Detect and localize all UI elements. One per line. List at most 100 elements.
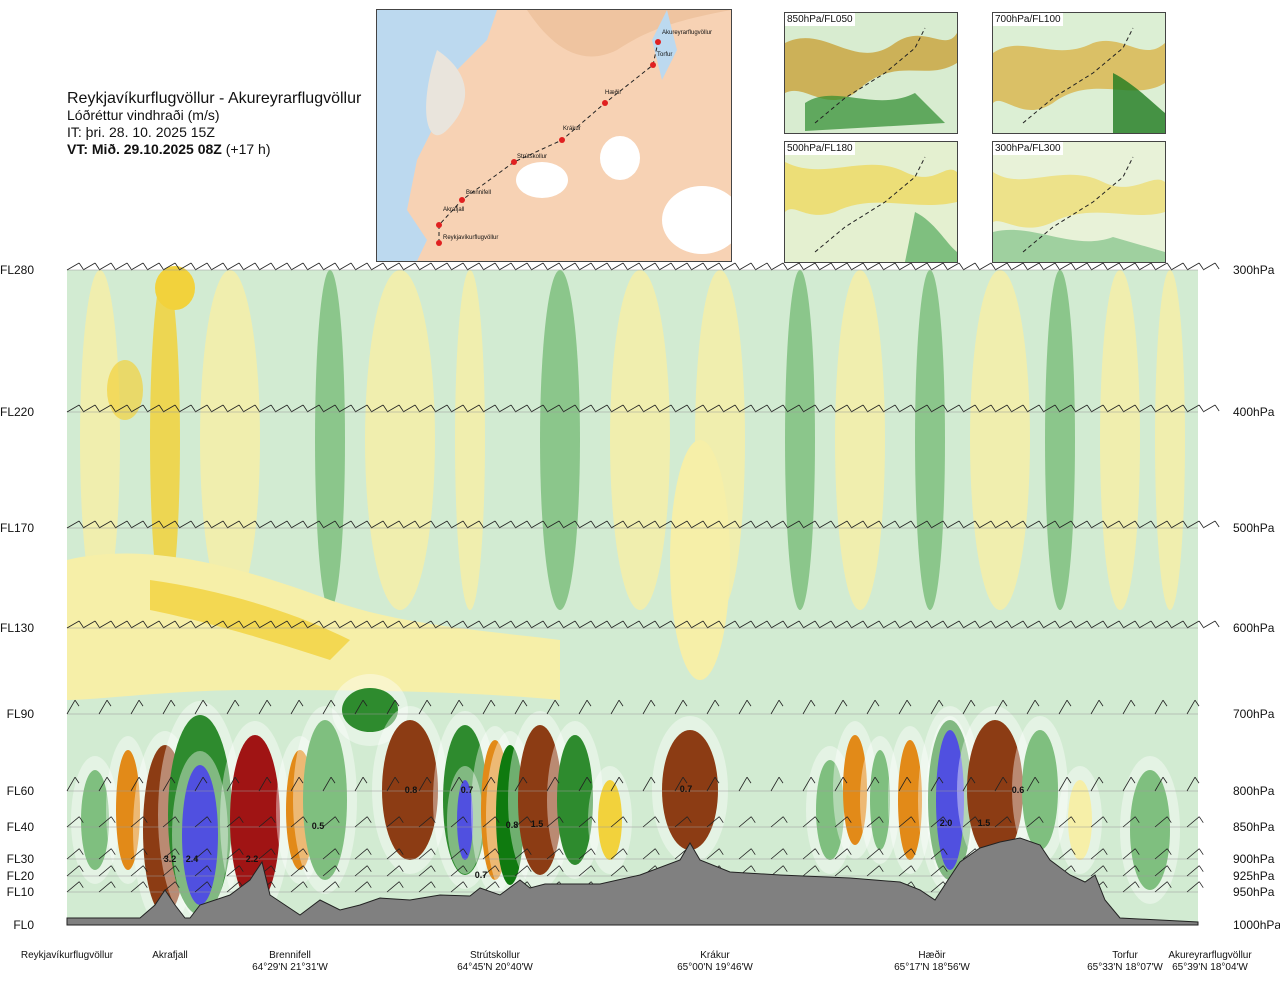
wind-barb-flag — [478, 520, 484, 528]
wind-barb-flag — [814, 620, 820, 628]
wind-barb-flag — [622, 520, 628, 528]
wind-barb — [1202, 520, 1216, 529]
wind-barb — [898, 865, 912, 877]
wind-barb-flag — [110, 865, 116, 872]
wind-barb-flag — [334, 848, 340, 855]
wind-barb-flag — [702, 620, 708, 628]
wind-barb-flag — [654, 848, 660, 855]
wind-barb — [130, 881, 144, 893]
wind-barb-flag — [622, 865, 628, 872]
wind-barb — [1026, 776, 1036, 792]
wind-barb-flag — [862, 262, 868, 270]
wind-barb — [994, 699, 1004, 715]
wind-barb-flag — [558, 520, 564, 528]
wind-barb-flag — [638, 520, 644, 528]
upper-streak — [455, 270, 485, 610]
wind-barb-flag — [1022, 262, 1028, 270]
wind-barb — [642, 776, 652, 792]
wind-barb — [514, 520, 528, 529]
thumb-500[interactable]: 500hPa/FL180 — [784, 141, 958, 263]
wind-barb-flag — [1038, 620, 1044, 628]
wind-barb-flag — [766, 404, 772, 412]
wind-barb — [546, 816, 560, 828]
pressure-label: 900hPa — [1233, 852, 1275, 866]
station-name: Brennifell — [269, 950, 311, 961]
wind-barb — [386, 848, 400, 860]
wind-barb — [866, 776, 876, 792]
wind-barb-flag — [398, 848, 404, 855]
wind-barb — [610, 816, 624, 828]
wind-barb — [66, 816, 80, 828]
wind-barb-flag — [846, 620, 852, 628]
wind-barb-flag — [1102, 865, 1108, 872]
wind-barb-flag — [522, 776, 528, 784]
wind-barb-flag — [590, 520, 596, 528]
wind-barb — [162, 262, 176, 271]
wind-barb — [914, 620, 928, 629]
wind-barb — [482, 262, 496, 271]
wind-barb — [98, 404, 112, 413]
wind-barb-flag — [298, 776, 304, 784]
thumb-300[interactable]: 300hPa/FL300 — [992, 141, 1166, 263]
wind-barb-flag — [1182, 620, 1188, 628]
wind-barb — [1154, 262, 1168, 271]
wind-barb — [994, 620, 1008, 629]
wind-barb — [386, 699, 396, 715]
wind-barb-flag — [1194, 699, 1200, 707]
wind-barb — [690, 404, 704, 413]
wind-barb — [738, 776, 748, 792]
wind-barb-flag — [1086, 620, 1092, 628]
wind-barb — [1058, 620, 1072, 629]
wind-barb-flag — [1006, 520, 1012, 528]
wind-barb — [658, 404, 672, 413]
station-name: Akureyrarflugvöllur — [1168, 950, 1252, 961]
wind-barb — [642, 848, 656, 860]
wind-barb-flag — [286, 262, 292, 270]
wind-barb — [1106, 620, 1120, 629]
wind-barb — [594, 520, 608, 529]
wind-barb-flag — [526, 404, 532, 412]
wind-barb-flag — [350, 620, 356, 628]
wind-barb-flag — [362, 776, 368, 784]
wind-barb-flag — [318, 620, 324, 628]
chart-header: Reykjavíkurflugvöllur - Akureyrarflugvöl… — [67, 90, 361, 158]
wind-barb — [1026, 262, 1040, 271]
thumb-850[interactable]: 850hPa/FL050 — [784, 12, 958, 134]
wind-barb — [1170, 404, 1184, 413]
wind-barb-flag — [1006, 404, 1012, 412]
wind-barb — [354, 776, 364, 792]
wind-barb-flag — [910, 881, 916, 888]
wind-barb-flag — [126, 262, 132, 270]
fl-label: FL40 — [6, 820, 34, 834]
wind-barb-flag — [878, 404, 884, 412]
wind-barb-flag — [394, 699, 400, 707]
wind-barb-flag — [638, 404, 644, 412]
wave-cell — [870, 750, 890, 850]
wind-barb-flag — [942, 520, 948, 528]
map-label-reykjavik: Reykjavíkurflugvöllur — [443, 235, 498, 241]
wind-barb-flag — [222, 620, 228, 628]
wind-barb — [530, 620, 544, 629]
wind-barb-flag — [366, 262, 372, 270]
wind-barb-flag — [170, 776, 176, 784]
wind-barb — [130, 865, 144, 877]
wind-barb — [1106, 404, 1120, 413]
thumb-700[interactable]: 700hPa/FL100 — [992, 12, 1166, 134]
wind-barb-flag — [382, 620, 388, 628]
wind-barb-flag — [78, 404, 84, 412]
wind-barb-flag — [1198, 816, 1204, 823]
wind-barb-flag — [874, 699, 880, 707]
wind-barb-flag — [958, 520, 964, 528]
wind-barb-flag — [1038, 816, 1044, 823]
wind-barb-flag — [462, 816, 468, 823]
wind-barb-flag — [94, 520, 100, 528]
wind-barb — [1154, 520, 1168, 529]
wind-barb — [658, 262, 672, 271]
wind-barb — [482, 816, 496, 828]
wind-barb-flag — [1118, 404, 1124, 412]
wind-barb — [370, 262, 384, 271]
wind-barb-flag — [590, 848, 596, 855]
wind-barb — [866, 865, 880, 877]
wind-barb-flag — [106, 776, 112, 784]
wind-barb — [898, 699, 908, 715]
